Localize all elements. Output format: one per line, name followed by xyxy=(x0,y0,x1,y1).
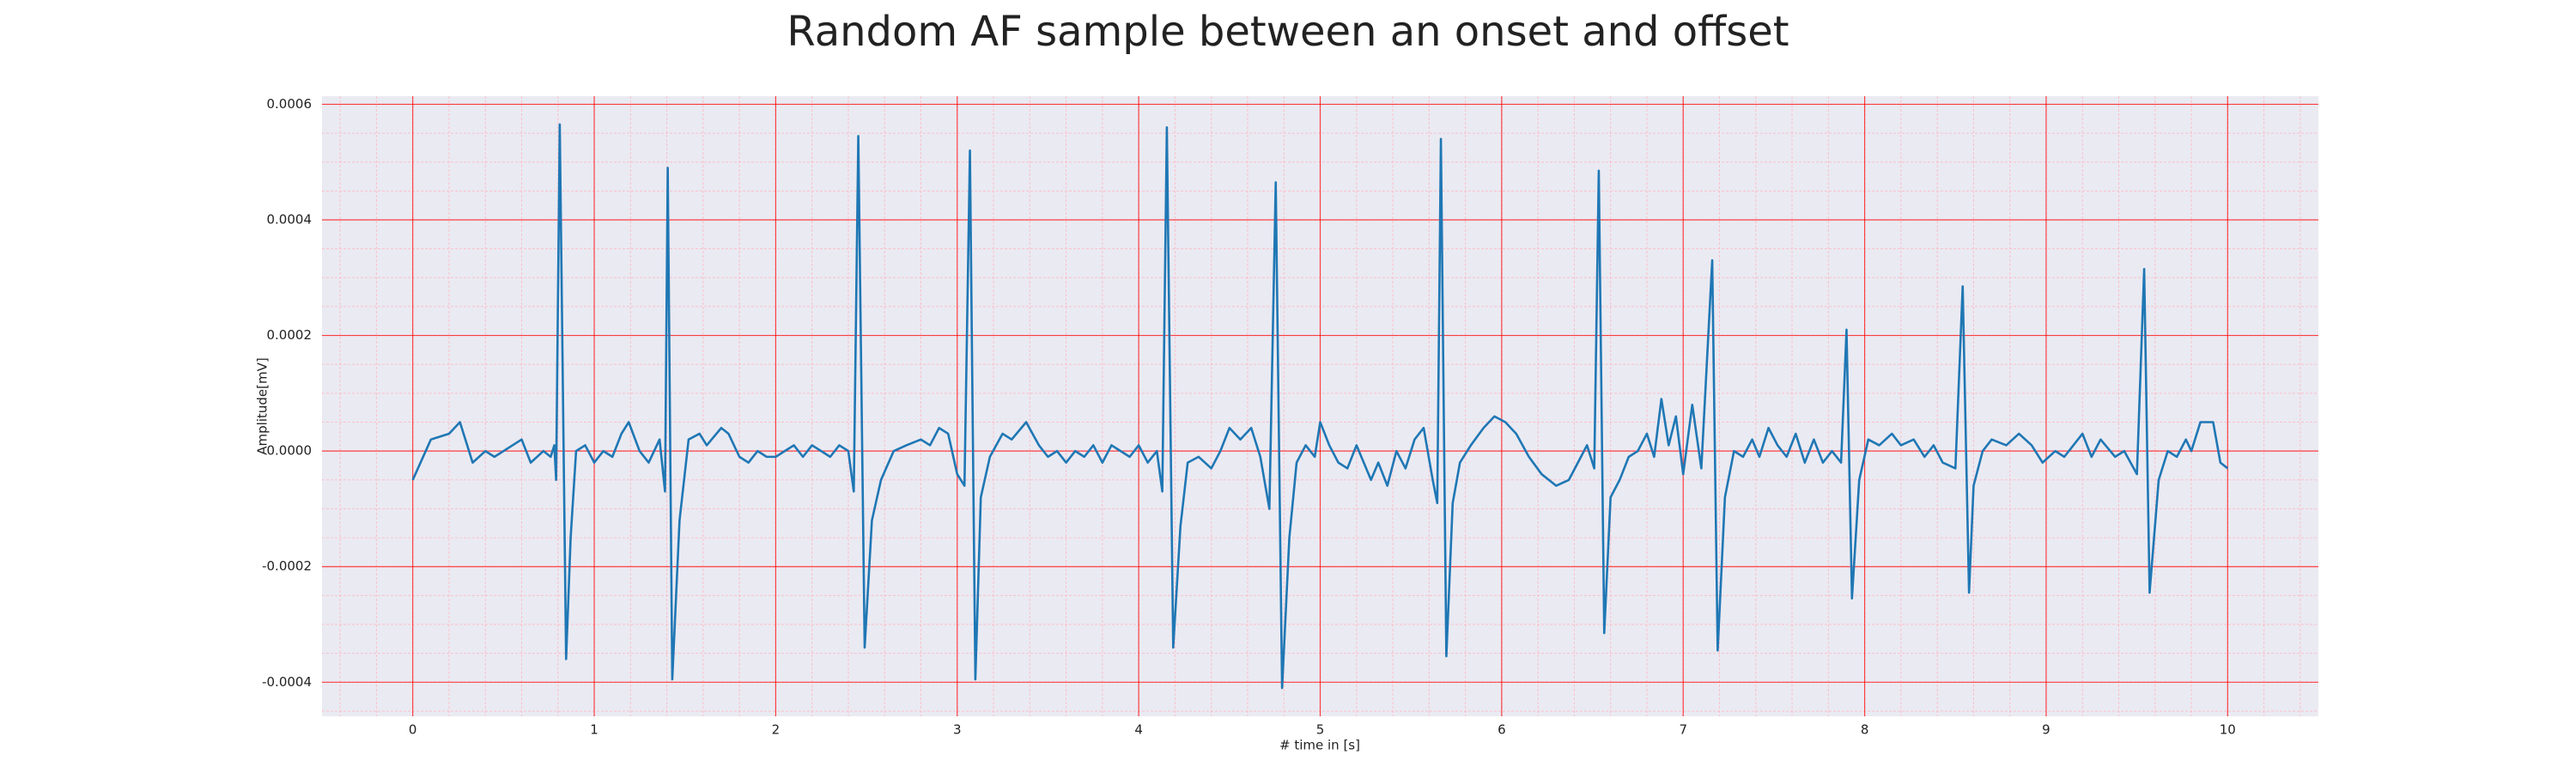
y-tick-label: -0.0004 xyxy=(262,674,312,690)
y-tick-label: 0.0004 xyxy=(267,211,313,227)
x-tick-label: 0 xyxy=(409,722,417,738)
x-tick-label: 10 xyxy=(2220,722,2236,738)
chart-title: Random AF sample between an onset and of… xyxy=(787,8,1789,56)
y-tick-label: 0.0000 xyxy=(267,443,313,459)
y-tick-label: 0.0006 xyxy=(267,96,313,112)
x-tick-label: 3 xyxy=(953,722,962,738)
x-tick-label: 1 xyxy=(590,722,598,738)
x-tick-label: 8 xyxy=(1861,722,1869,738)
x-tick-label: 4 xyxy=(1134,722,1143,738)
signal-line xyxy=(411,123,2229,690)
y-axis-label: Amplitude[mV] xyxy=(255,357,270,454)
x-axis-label: # time in [s] xyxy=(1279,738,1360,753)
y-tick-label: 0.0002 xyxy=(267,327,313,343)
x-tick-label: 6 xyxy=(1498,722,1506,738)
x-tick-label: 2 xyxy=(772,722,781,738)
x-tick-label: 7 xyxy=(1679,722,1687,738)
x-tick-label: 9 xyxy=(2042,722,2050,738)
y-tick-label: -0.0002 xyxy=(262,558,312,574)
x-tick-label: 5 xyxy=(1316,722,1325,738)
